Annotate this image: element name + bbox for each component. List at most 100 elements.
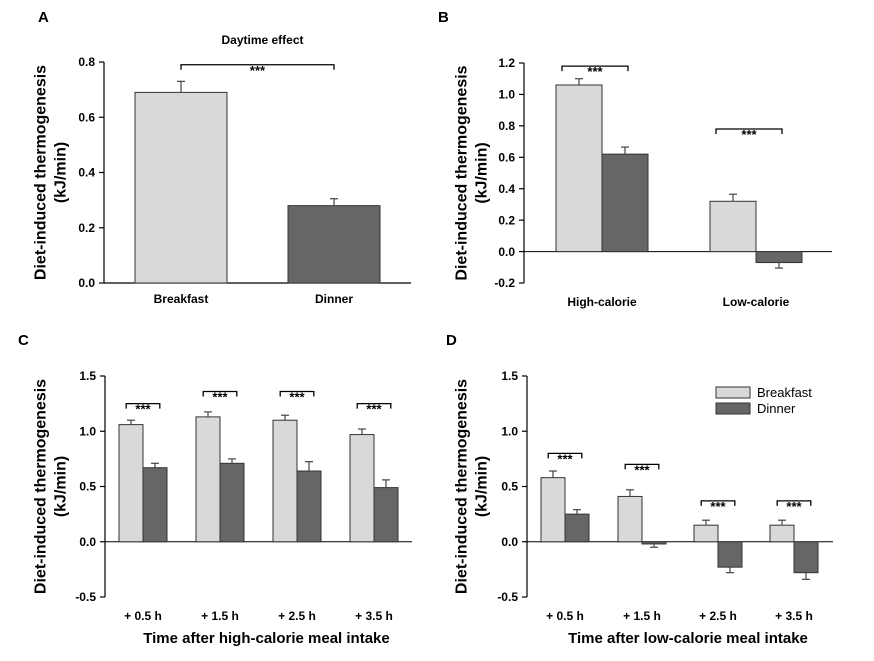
x-tick-label: Dinner — [315, 292, 353, 306]
significance-bracket — [547, 452, 583, 459]
x-axis-label: Time after low-calorie meal intake — [568, 630, 808, 647]
x-tick-label: + 0.5 h — [546, 609, 584, 623]
panel-letter: A — [38, 9, 49, 26]
bar-breakfast — [709, 200, 757, 253]
y-axis-unit-label: (kJ/min) — [53, 142, 70, 203]
y-tick-label: 0.0 — [501, 535, 518, 549]
y-tick-label: 0.5 — [79, 480, 96, 494]
y-tick-label: 1.0 — [79, 424, 96, 438]
panel-letter: D — [446, 332, 457, 349]
x-tick-label: Breakfast — [154, 292, 209, 306]
legend-swatch-dinner — [715, 402, 751, 415]
significance-bracket — [624, 463, 660, 470]
y-axis-label: Diet-induced thermogenesis — [33, 65, 50, 280]
panel-d: D Diet-induced thermogenesis (kJ/min) -0.5 0… — [446, 332, 833, 647]
y-tick-label: 0.2 — [78, 221, 95, 235]
significance-stars: *** — [741, 127, 757, 142]
significance-stars: *** — [786, 499, 802, 514]
bar-dinner — [287, 205, 381, 284]
significance-bracket — [356, 402, 392, 409]
bar-dinner — [717, 541, 743, 568]
bar-dinner — [219, 462, 245, 543]
legend-label-breakfast: Breakfast — [757, 385, 812, 400]
bar-dinner — [564, 513, 590, 543]
y-tick-label: 0.5 — [501, 480, 518, 494]
panel-letter: B — [438, 9, 449, 26]
y-axis-label: Diet-induced thermogenesis — [33, 379, 50, 594]
bar-dinner — [793, 541, 819, 574]
x-tick-label: + 1.5 h — [623, 609, 661, 623]
y-tick-label: 0.4 — [78, 166, 95, 180]
significance-bracket — [561, 65, 629, 72]
significance-stars: *** — [710, 499, 726, 514]
legend-swatch-breakfast — [715, 386, 751, 399]
x-tick-label: + 3.5 h — [355, 609, 393, 623]
y-axis-label: Diet-induced thermogenesis — [454, 379, 471, 594]
significance-bracket — [776, 500, 812, 506]
panel-b: B Diet-induced thermogenesis (kJ/min) -0.2 0… — [438, 9, 832, 309]
chart-title: Daytime effect — [221, 33, 303, 47]
panel-a: A Daytime effect Diet-induced thermogenesi… — [33, 9, 411, 306]
y-tick-label: 1.0 — [501, 424, 518, 438]
x-tick-label: High-calorie — [567, 295, 637, 309]
y-axis-unit-label: (kJ/min) — [474, 456, 491, 517]
legend-label-dinner: Dinner — [757, 401, 796, 416]
y-axis-label: Diet-induced thermogenesis — [454, 65, 471, 280]
y-tick-label: 1.5 — [79, 369, 96, 383]
significance-stars: *** — [289, 389, 305, 404]
y-tick-label: 0.0 — [78, 276, 95, 290]
bar-dinner — [641, 541, 667, 545]
bar-breakfast — [118, 424, 144, 543]
y-tick-label: 1.5 — [501, 369, 518, 383]
significance-bracket — [279, 390, 315, 397]
significance-bracket — [125, 402, 161, 409]
bar-breakfast — [134, 91, 228, 284]
significance-bracket — [700, 500, 736, 506]
y-tick-label: 1.2 — [498, 56, 515, 70]
significance-stars: *** — [135, 402, 151, 417]
bar-breakfast — [693, 524, 719, 543]
y-tick-label: -0.5 — [75, 590, 96, 604]
significance-stars: *** — [557, 451, 573, 466]
y-tick-label: 0.8 — [498, 119, 515, 133]
bar-dinner — [755, 251, 803, 264]
bar-dinner — [601, 153, 649, 253]
y-tick-label: 1.0 — [498, 88, 515, 102]
x-axis-label: Time after high-calorie meal intake — [143, 630, 389, 647]
bar-breakfast — [349, 434, 375, 543]
bar-breakfast — [769, 524, 795, 543]
bar-dinner — [296, 470, 322, 543]
x-tick-label: + 1.5 h — [201, 609, 239, 623]
significance-stars: *** — [587, 64, 603, 79]
panel-letter: C — [18, 332, 29, 349]
significance-stars: *** — [250, 63, 266, 78]
x-tick-label: Low-calorie — [723, 295, 790, 309]
bar-breakfast — [272, 419, 298, 543]
significance-bracket — [180, 64, 335, 70]
significance-stars: *** — [634, 462, 650, 477]
bar-breakfast — [540, 477, 566, 543]
significance-stars: *** — [366, 402, 382, 417]
y-tick-label: 0.2 — [498, 213, 515, 227]
x-tick-label: + 3.5 h — [775, 609, 813, 623]
x-tick-label: + 0.5 h — [124, 609, 162, 623]
panel-c: C Diet-induced thermogenesis (kJ/min) -0.5 0… — [18, 332, 412, 647]
y-axis-unit-label: (kJ/min) — [474, 142, 491, 203]
y-tick-label: 0.8 — [78, 55, 95, 69]
bar-dinner — [373, 487, 399, 543]
bar-breakfast — [617, 495, 643, 543]
x-tick-label: + 2.5 h — [699, 609, 737, 623]
significance-bracket — [202, 390, 238, 397]
y-tick-label: 0.0 — [498, 245, 515, 259]
significance-stars: *** — [212, 389, 228, 404]
bar-breakfast — [195, 416, 221, 543]
y-tick-label: -0.2 — [494, 276, 515, 290]
y-tick-label: 0.6 — [498, 150, 515, 164]
x-tick-label: + 2.5 h — [278, 609, 316, 623]
y-tick-label: -0.5 — [497, 590, 518, 604]
y-tick-label: 0.6 — [78, 110, 95, 124]
y-tick-label: 0.4 — [498, 182, 515, 196]
bar-dinner — [142, 467, 168, 543]
significance-bracket — [715, 128, 783, 134]
